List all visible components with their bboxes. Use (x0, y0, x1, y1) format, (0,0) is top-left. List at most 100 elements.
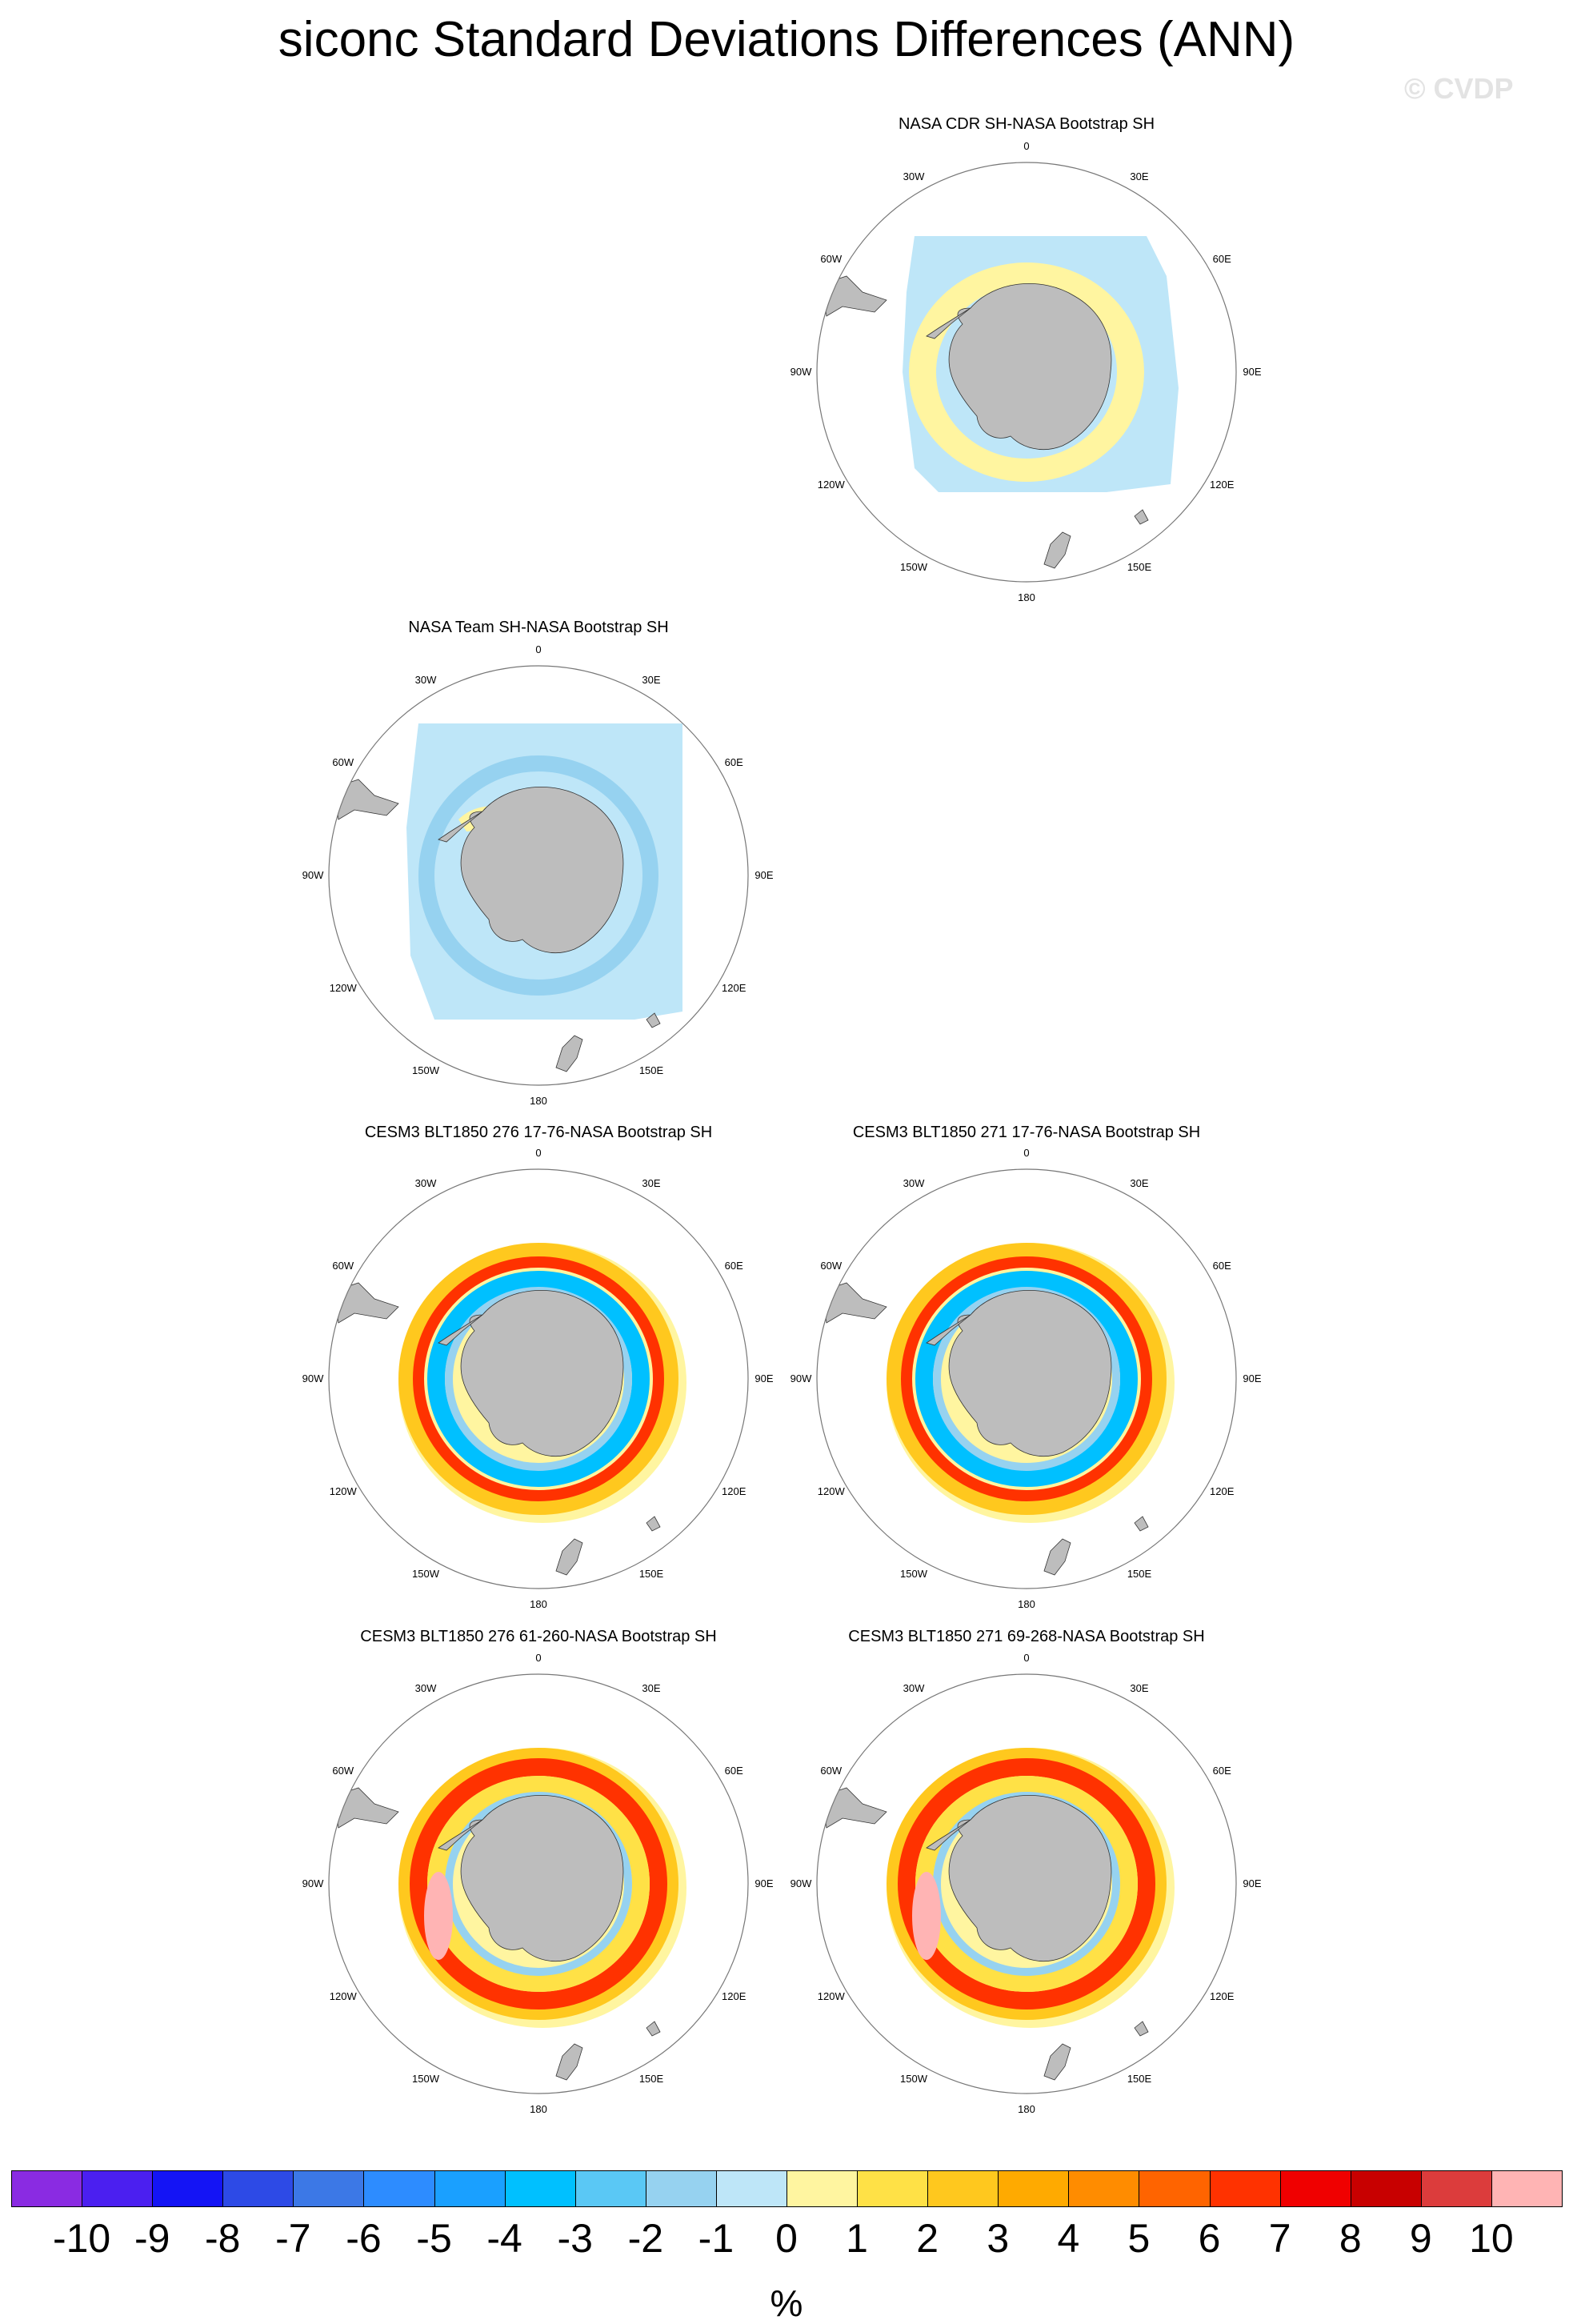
field-positive-mid (398, 1748, 678, 2020)
panel-title: NASA CDR SH-NASA Bootstrap SH (898, 115, 1155, 133)
antarctica-landmass (460, 787, 624, 954)
longitude-label: 60E (1213, 1260, 1231, 1272)
longitude-label: 30W (415, 1177, 437, 1189)
longitude-label: 120E (722, 1990, 746, 2002)
colorbar-swatch (786, 2170, 859, 2207)
longitude-label: 30E (1130, 1682, 1148, 1694)
colorbar-tick-label: 10 (1469, 2216, 1514, 2261)
longitude-label: 120W (330, 1485, 358, 1497)
longitude-label: 150W (412, 2073, 440, 2085)
colorbar-swatch (1350, 2170, 1422, 2207)
longitude-label: 30E (642, 1177, 660, 1189)
south-america-landmass (334, 1282, 399, 1324)
longitude-label: 90W (791, 1372, 812, 1384)
polar-map: 0 30E 60E 90E 120E 150E 180 150W 120W 90W 60W 30W (791, 1652, 1262, 2115)
longitude-label: 60W (332, 756, 354, 768)
colorbar-tick-label: 5 (1127, 2216, 1151, 2261)
panel-title: CESM3 BLT1850 271 17-76-NASA Bootstrap S… (852, 1124, 1201, 1141)
longitude-label: 90E (754, 1877, 773, 1889)
longitude-label: 150E (1127, 561, 1152, 573)
longitude-label: 180 (530, 2103, 547, 2115)
tasmania-landmass (1134, 1516, 1149, 1532)
longitude-label: 120E (1210, 1990, 1235, 2002)
tasmania-landmass (646, 1012, 661, 1028)
longitude-label: 120E (1210, 479, 1235, 491)
longitude-label: 150W (412, 1568, 440, 1580)
field-positive-high (901, 1256, 1152, 1501)
field-positive-high (898, 1758, 1155, 2009)
longitude-label: 0 (1023, 1652, 1029, 1664)
colorbar-tick-label: -6 (346, 2216, 382, 2261)
antarctic-peninsula (438, 1819, 483, 1851)
longitude-label: 120W (330, 1990, 358, 2002)
antarctica-landmass (460, 1795, 624, 1962)
longitude-label: 150E (1127, 1568, 1152, 1580)
longitude-label: 120E (722, 982, 746, 994)
longitude-label: 120E (1210, 1485, 1235, 1497)
longitude-label: 30W (903, 1177, 925, 1189)
map-boundary (816, 162, 1237, 583)
longitude-label: 0 (535, 643, 541, 655)
longitude-label: 0 (535, 1652, 541, 1664)
longitude-label: 150E (639, 2073, 664, 2085)
page-title: siconc Standard Deviations Differences (… (278, 12, 1295, 67)
colorbar-tick-label: 8 (1339, 2216, 1362, 2261)
colorbar-swatch (1491, 2170, 1563, 2207)
south-america-landmass (334, 779, 399, 820)
map-boundary (328, 665, 749, 1086)
colorbar-tick-label: 7 (1268, 2216, 1291, 2261)
antarctic-peninsula (926, 1819, 971, 1851)
field-extreme-patch (912, 1872, 941, 1960)
longitude-label: 90E (1243, 1372, 1261, 1384)
longitude-label: 90W (302, 869, 324, 881)
longitude-label: 60E (725, 1765, 743, 1777)
south-america-landmass (822, 1282, 887, 1324)
colorbar-tick-label: -3 (557, 2216, 593, 2261)
field-positive-small (909, 258, 1144, 486)
colorbar-tick-label: -5 (416, 2216, 452, 2261)
longitude-label: 90W (302, 1877, 324, 1889)
panel-title: CESM3 BLT1850 276 61-260-NASA Bootstrap … (360, 1628, 717, 1645)
polar-map: 0 30E 60E 90E 120E 150E 180 150W 120W 90W 60W 30W (791, 140, 1262, 603)
tasmania-landmass (1134, 509, 1149, 525)
polar-map: 0 30E 60E 90E 120E 150E 180 150W 120W 90W 60W 30W (302, 643, 774, 1107)
longitude-label: 60W (820, 1260, 842, 1272)
new-zealand-landmass (555, 1538, 583, 1576)
colorbar-swatch (998, 2170, 1070, 2207)
new-zealand-landmass (555, 2043, 583, 2081)
panel-title: CESM3 BLT1850 271 69-268-NASA Bootstrap … (848, 1628, 1205, 1645)
colorbar-swatch (434, 2170, 506, 2207)
map-boundary (816, 1168, 1237, 1589)
longitude-label: 30E (642, 1682, 660, 1694)
field-positive-mid (398, 1243, 678, 1515)
antarctica-landmass (948, 1290, 1112, 1457)
new-zealand-landmass (1043, 1538, 1071, 1576)
colorbar-tick-label: 3 (987, 2216, 1010, 2261)
longitude-label: 150E (639, 1064, 664, 1076)
colorbar (11, 2170, 1563, 2209)
field-positive-high (413, 1256, 664, 1501)
longitude-label: 60E (725, 756, 743, 768)
colorbar-swatch (927, 2170, 999, 2207)
map-boundary (328, 1673, 749, 2094)
antarctica-landmass (460, 1290, 624, 1457)
antarctic-peninsula (926, 1314, 971, 1346)
cvdp-watermark: © CVDP (1404, 72, 1514, 105)
longitude-label: 60E (1213, 1765, 1231, 1777)
polar-map: 0 30E 60E 90E 120E 150E 180 150W 120W 90W 60W 30W (791, 1147, 1262, 1610)
longitude-label: 60E (725, 1260, 743, 1272)
longitude-label: 120W (818, 479, 846, 491)
colorbar-swatch (293, 2170, 365, 2207)
longitude-label: 60W (820, 1765, 842, 1777)
longitude-label: 30W (415, 1682, 437, 1694)
colorbar-swatch (574, 2170, 646, 2207)
colorbar-swatch (1420, 2170, 1492, 2207)
colorbar-swatch (1279, 2170, 1351, 2207)
colorbar-swatch (1139, 2170, 1211, 2207)
colorbar-tick-label: 9 (1409, 2216, 1432, 2261)
longitude-label: 180 (1018, 2103, 1035, 2115)
field-near-zero-ring (904, 258, 1149, 487)
longitude-label: 90E (1243, 366, 1261, 378)
longitude-label: 180 (1018, 1598, 1035, 1610)
colorbar-tick-label: 1 (846, 2216, 868, 2261)
